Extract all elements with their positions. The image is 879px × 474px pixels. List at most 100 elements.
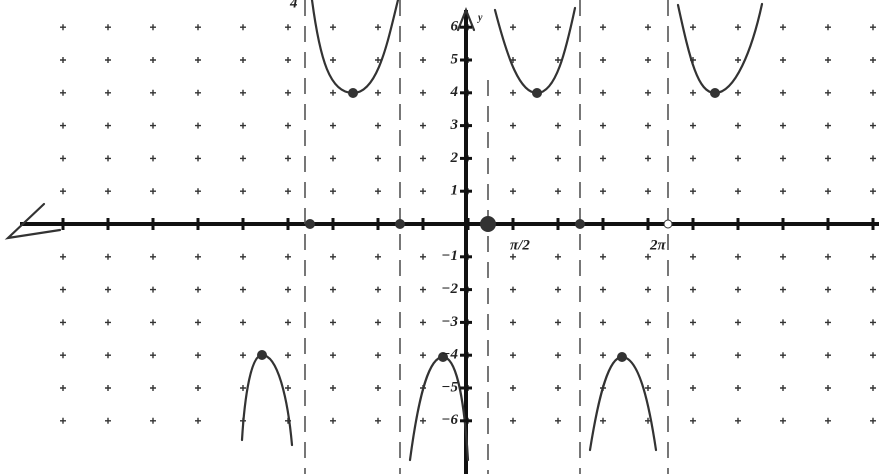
grid-dot (150, 24, 156, 30)
grid-dot (105, 57, 111, 63)
grid-dot (735, 123, 741, 129)
grid-dot (285, 287, 291, 293)
grid-dot (510, 155, 516, 161)
grid-dot (870, 155, 876, 161)
grid-dot (285, 57, 291, 63)
grid-dot (870, 418, 876, 424)
y-tick-label: 6 (451, 19, 459, 35)
grid-dot (825, 254, 831, 260)
grid-dot (375, 188, 381, 194)
grid-dot (105, 385, 111, 391)
grid-dot (780, 24, 786, 30)
grid-dot (240, 90, 246, 96)
grid-dot (60, 254, 66, 260)
grid-dot (420, 254, 426, 260)
grid-dot (330, 155, 336, 161)
grid-dot (870, 57, 876, 63)
grid-dot (240, 155, 246, 161)
grid-dot (150, 155, 156, 161)
y-tick-label: −2 (441, 281, 458, 297)
grid-dot (870, 319, 876, 325)
grid-dot (780, 385, 786, 391)
grid-dot (825, 90, 831, 96)
lower-branches (242, 355, 656, 460)
grid-dot (600, 123, 606, 129)
grid-dot (825, 188, 831, 194)
y-tick-label: 2 (450, 150, 459, 166)
grid-dot (600, 254, 606, 260)
grid-dot (420, 418, 426, 424)
y-tick-label: −1 (441, 248, 458, 264)
grid-dot (870, 385, 876, 391)
grid-dot (510, 319, 516, 325)
grid-dot (420, 57, 426, 63)
grid-dot (195, 57, 201, 63)
grid-dot (375, 385, 381, 391)
grid-dot (330, 57, 336, 63)
grid-dot (645, 352, 651, 358)
grid-dot (825, 155, 831, 161)
grid-dot (60, 57, 66, 63)
grid-dot (600, 418, 606, 424)
grid-dot (105, 90, 111, 96)
grid-dot (330, 188, 336, 194)
grid-dot (105, 188, 111, 194)
grid-dot (510, 254, 516, 260)
grid-dot (555, 188, 561, 194)
grid-dot (600, 188, 606, 194)
grid-dot (645, 287, 651, 293)
grid-dot (60, 155, 66, 161)
grid-dot (240, 385, 246, 391)
grid-dot (150, 352, 156, 358)
grid-dot (735, 287, 741, 293)
grid-dot (60, 90, 66, 96)
grid-dot (195, 418, 201, 424)
grid-dot (60, 319, 66, 325)
grid-dot (600, 24, 606, 30)
grid-dot (105, 24, 111, 30)
y-tick-label: 3 (450, 117, 459, 133)
grid-dot (510, 90, 516, 96)
y-tick-label: −3 (441, 314, 458, 330)
grid-dot (870, 188, 876, 194)
grid-dot (735, 418, 741, 424)
grid-dot (735, 24, 741, 30)
grid-dot (870, 254, 876, 260)
grid-dot (240, 188, 246, 194)
grid-dot (690, 418, 696, 424)
y-axis-label: y (477, 12, 483, 23)
grid-dot (375, 123, 381, 129)
grid-dot (420, 90, 426, 96)
grid-dot (825, 287, 831, 293)
grid-dot (375, 90, 381, 96)
grid-dot (510, 418, 516, 424)
grid-dot (195, 287, 201, 293)
grid-dot (870, 352, 876, 358)
y-tick-label: −6 (441, 412, 458, 428)
grid-dot (690, 385, 696, 391)
grid-dot (735, 90, 741, 96)
grid-dot (825, 319, 831, 325)
grid-dot (60, 188, 66, 194)
grid-dot (825, 24, 831, 30)
grid-dot (375, 254, 381, 260)
grid-dot (645, 90, 651, 96)
grid-dot (60, 385, 66, 391)
grid-dot (285, 352, 291, 358)
grid-dot (555, 418, 561, 424)
grid-dot (645, 319, 651, 325)
grid-dot (690, 24, 696, 30)
grid-dot (690, 254, 696, 260)
grid-dot (240, 57, 246, 63)
upper-branches (312, 0, 762, 93)
grid-dot (105, 319, 111, 325)
y-tick-label: −5 (441, 379, 458, 395)
grid-dot (285, 385, 291, 391)
grid-dot (150, 287, 156, 293)
grid-dot (870, 123, 876, 129)
x-label: π/2 (510, 237, 530, 253)
grid-dot (780, 418, 786, 424)
grid-dot (555, 24, 561, 30)
grid-dot (780, 57, 786, 63)
grid-dot (150, 385, 156, 391)
